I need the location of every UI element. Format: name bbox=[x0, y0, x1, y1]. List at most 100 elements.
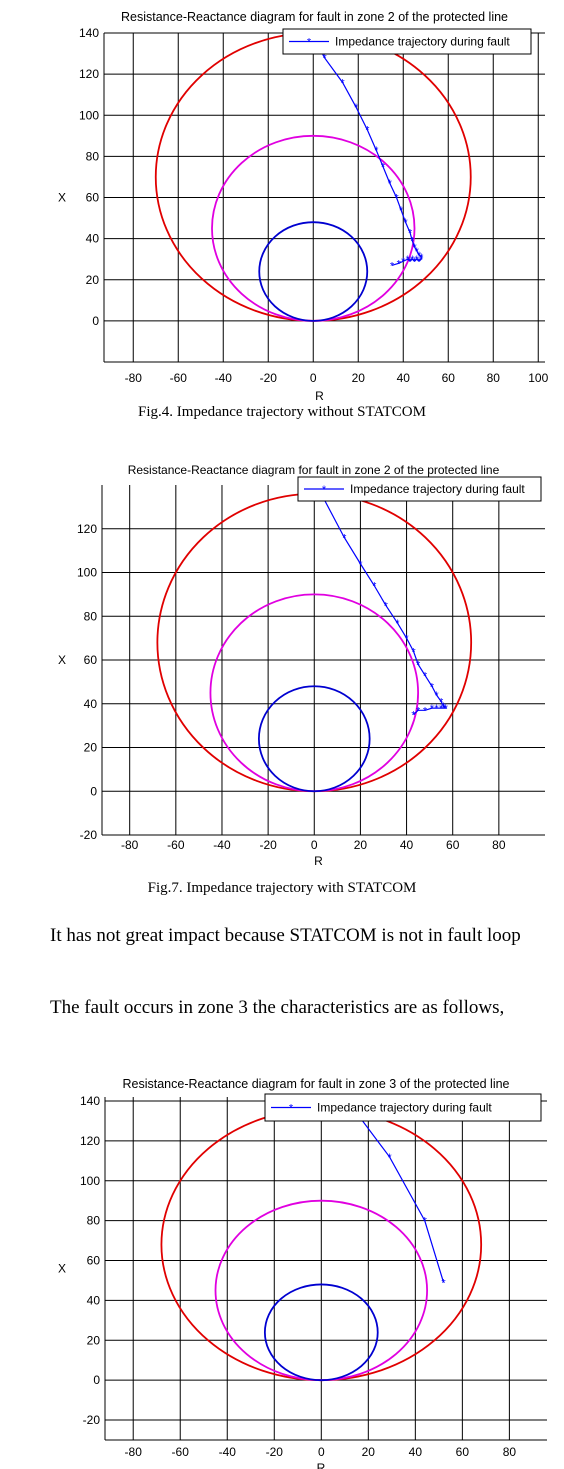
y-tick-label: 40 bbox=[84, 697, 98, 711]
legend: * Impedance trajectory during fault bbox=[264, 1093, 542, 1122]
trajectory-line bbox=[343, 1097, 445, 1283]
trajectory-point: * bbox=[417, 250, 422, 262]
x-axis-label: R bbox=[315, 389, 324, 403]
body-paragraph-1: It has not great impact because STATCOM … bbox=[50, 925, 521, 946]
y-tick-label: 60 bbox=[84, 653, 98, 667]
grid bbox=[104, 32, 545, 362]
chart-title: Resistance-Reactance diagram for fault i… bbox=[128, 463, 500, 477]
trajectory-point: * bbox=[394, 193, 399, 205]
trajectory-point: * bbox=[412, 256, 417, 268]
figure-zone2-without-statcom: Resistance-Reactance diagram for fault i… bbox=[0, 0, 564, 430]
chart-1: Resistance-Reactance diagram for fault i… bbox=[58, 10, 549, 403]
trajectory-line bbox=[311, 33, 422, 266]
y-tick-label: 20 bbox=[86, 273, 100, 287]
y-tick-label: 0 bbox=[92, 314, 99, 328]
zone-1-circle bbox=[258, 221, 369, 322]
y-tick-label: 20 bbox=[84, 741, 98, 755]
y-tick-label: 80 bbox=[87, 1214, 101, 1228]
trajectory-point: * bbox=[417, 256, 422, 268]
grid bbox=[102, 485, 545, 836]
y-tick-label: -20 bbox=[80, 828, 98, 842]
x-tick-label: 60 bbox=[456, 1445, 470, 1459]
x-tick-label: -40 bbox=[219, 1445, 237, 1459]
trajectory-point: * bbox=[372, 581, 377, 593]
trajectory-point: * bbox=[441, 1277, 446, 1289]
trajectory-line bbox=[315, 485, 448, 716]
x-axis-label: R bbox=[314, 854, 323, 868]
y-tick-label: 140 bbox=[80, 1094, 100, 1108]
x-tick-label: -40 bbox=[215, 371, 233, 385]
legend-label: Impedance trajectory during fault bbox=[317, 1101, 492, 1115]
x-tick-label: -80 bbox=[121, 838, 139, 852]
trajectory-point: * bbox=[419, 252, 424, 264]
y-tick-label: 120 bbox=[77, 522, 97, 536]
zone-1-circle bbox=[257, 685, 371, 793]
chart-title: Resistance-Reactance diagram for fault i… bbox=[121, 10, 508, 24]
trajectory-point: * bbox=[444, 703, 449, 715]
legend: * Impedance trajectory during fault bbox=[297, 476, 542, 502]
legend-marker: * bbox=[289, 1103, 294, 1115]
x-tick-label: -40 bbox=[213, 838, 231, 852]
trajectory-point: * bbox=[399, 205, 404, 217]
x-tick-label: 0 bbox=[311, 838, 318, 852]
trajectory-point: * bbox=[390, 260, 395, 272]
y-axis-label: X bbox=[58, 1262, 66, 1276]
trajectory-point: * bbox=[416, 705, 421, 717]
y-tick-label: 60 bbox=[86, 191, 100, 205]
trajectory-point: * bbox=[423, 705, 428, 717]
chart-title: Resistance-Reactance diagram for fault i… bbox=[122, 1077, 509, 1091]
trajectory-point: * bbox=[416, 659, 421, 671]
trajectory-point: * bbox=[434, 690, 439, 702]
x-tick-label: 0 bbox=[318, 1445, 325, 1459]
trajectory-point: * bbox=[381, 162, 386, 174]
trajectory-point: * bbox=[342, 533, 347, 545]
y-tick-label: 120 bbox=[79, 67, 99, 81]
x-tick-label: -80 bbox=[125, 371, 143, 385]
x-tick-label: -80 bbox=[125, 1445, 143, 1459]
legend-label: Impedance trajectory during fault bbox=[350, 482, 525, 496]
y-tick-label: 20 bbox=[87, 1333, 101, 1347]
x-tick-label: -60 bbox=[167, 838, 185, 852]
x-tick-label: -20 bbox=[259, 838, 277, 852]
trajectory-point: * bbox=[374, 145, 379, 157]
figure-7-caption: Fig.7. Impedance trajectory with STATCOM bbox=[147, 880, 417, 896]
y-tick-label: 80 bbox=[84, 609, 98, 623]
trajectory-point: * bbox=[441, 701, 446, 713]
legend-marker: * bbox=[307, 37, 312, 49]
trajectory-point: * bbox=[404, 633, 409, 645]
trajectory-point: * bbox=[406, 254, 411, 266]
y-tick-label: 40 bbox=[86, 232, 100, 246]
trajectory-point: * bbox=[387, 1152, 392, 1164]
y-tick-label: 120 bbox=[80, 1134, 100, 1148]
trajectory-point: * bbox=[408, 256, 413, 268]
trajectory-point: * bbox=[441, 703, 446, 715]
figure-4-caption: Fig.4. Impedance trajectory without STAT… bbox=[138, 404, 426, 420]
x-tick-label: -60 bbox=[170, 371, 188, 385]
x-axis-label: R bbox=[317, 1461, 326, 1469]
trajectory-point: * bbox=[403, 217, 408, 229]
trajectory-point: * bbox=[434, 703, 439, 715]
y-tick-label: 40 bbox=[87, 1293, 101, 1307]
y-tick-label: 100 bbox=[80, 1174, 100, 1188]
y-tick-label: 100 bbox=[77, 566, 97, 580]
x-tick-label: 60 bbox=[442, 371, 456, 385]
trajectory-point: * bbox=[358, 559, 363, 571]
x-tick-label: 20 bbox=[352, 371, 366, 385]
chart-2: Resistance-Reactance diagram for fault i… bbox=[58, 463, 545, 868]
grid bbox=[105, 1097, 547, 1440]
trajectory-point: * bbox=[423, 1216, 428, 1228]
x-tick-label: 100 bbox=[528, 371, 548, 385]
y-tick-label: 0 bbox=[93, 1373, 100, 1387]
x-tick-label: 40 bbox=[400, 838, 414, 852]
y-tick-label: 60 bbox=[87, 1254, 101, 1268]
figure-zone2-with-statcom: Resistance-Reactance diagram for fault i… bbox=[0, 455, 564, 875]
x-tick-label: -20 bbox=[266, 1445, 284, 1459]
figure-zone3: Resistance-Reactance diagram for fault i… bbox=[0, 1070, 564, 1469]
zone-1-circle bbox=[263, 1283, 379, 1382]
trajectory-point: * bbox=[430, 703, 435, 715]
legend-marker: * bbox=[322, 484, 327, 496]
y-tick-label: -20 bbox=[83, 1413, 101, 1427]
trajectory-point: * bbox=[388, 178, 393, 190]
trajectory-point: * bbox=[439, 697, 444, 709]
trajectory-point: * bbox=[322, 53, 327, 65]
